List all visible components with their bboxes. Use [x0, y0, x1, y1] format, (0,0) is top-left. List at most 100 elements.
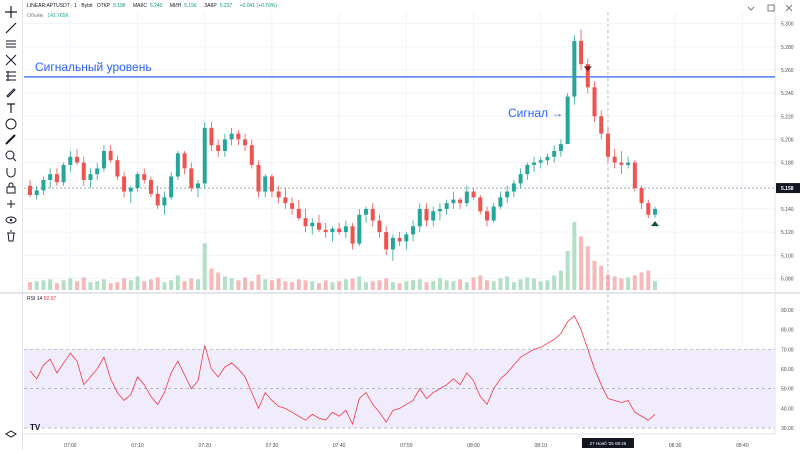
volume-bar — [81, 277, 86, 290]
volume-bar — [417, 279, 422, 290]
rsi-tick-label: 60.00 — [781, 367, 794, 373]
candle-body — [491, 206, 496, 221]
candle-body — [135, 174, 140, 189]
candle-body — [216, 145, 221, 151]
candle-body — [48, 174, 53, 180]
trend-line-icon[interactable] — [3, 20, 19, 36]
candle-body — [343, 226, 348, 233]
time-tick-label: 07:30 — [266, 443, 279, 449]
sell-marker — [583, 66, 592, 72]
rsi-tick-label: 40.00 — [781, 406, 794, 412]
candle-body — [209, 127, 214, 146]
volume-bar — [437, 278, 442, 290]
volume-bar — [269, 280, 274, 290]
lock-icon[interactable] — [3, 180, 19, 196]
candle-body — [303, 218, 308, 227]
price-tick-label: 5.100 — [781, 253, 794, 259]
volume-bar — [296, 279, 301, 290]
candle-body — [525, 164, 530, 175]
volume-bar — [478, 275, 483, 290]
volume-bar — [75, 281, 80, 290]
volume-bar — [525, 277, 530, 290]
volume-bar — [236, 280, 241, 290]
maximize-icon[interactable] — [766, 3, 776, 13]
ruler-icon[interactable] — [3, 132, 19, 148]
drawing-toolbar — [0, 0, 23, 450]
candle-body — [451, 199, 456, 204]
candle-body — [478, 197, 483, 212]
rsi-legend: RSI 14 82.97 — [27, 296, 56, 302]
volume-bar — [148, 279, 153, 290]
time-tick-label: 08:30 — [669, 443, 682, 449]
horizontal-lines-icon[interactable] — [3, 36, 19, 52]
candle-body — [464, 191, 469, 204]
candle-body — [498, 197, 503, 207]
candle-body — [565, 96, 570, 145]
volume-bar — [142, 281, 147, 290]
volume-bar — [182, 281, 187, 290]
volume-bar — [498, 278, 503, 290]
time-tick-label: 08:00 — [467, 443, 480, 449]
candle-body — [175, 153, 180, 177]
volume-bar — [155, 277, 160, 290]
volume-bar — [249, 281, 254, 290]
rsi-tick-label: 80.00 — [781, 328, 794, 334]
eye-icon[interactable] — [3, 212, 19, 228]
layers-icon[interactable] — [3, 428, 19, 444]
magnet-icon[interactable] — [3, 164, 19, 180]
volume-bar — [377, 280, 382, 290]
volume-bar — [592, 260, 597, 290]
zoom-icon[interactable] — [3, 148, 19, 164]
candle-body — [350, 226, 355, 244]
current-price-tag — [776, 183, 800, 194]
volume-bar — [390, 282, 395, 290]
volume-bar — [243, 277, 248, 290]
candle-body — [75, 156, 80, 163]
lock-drawings-icon[interactable] — [3, 196, 19, 212]
volume-bar — [283, 281, 288, 290]
candle-body — [155, 193, 160, 206]
volume-bar — [48, 279, 53, 290]
volume-bar — [54, 283, 59, 290]
pitchfork-icon[interactable] — [3, 52, 19, 68]
brush-icon[interactable] — [3, 84, 19, 100]
close-value: 5.237 — [219, 3, 233, 9]
symbol-legend: LINEAR:APTUSDT · 1 · Bybit ОТКР 5.196 МАК… — [27, 3, 280, 9]
candle-body — [330, 228, 335, 233]
volume-bar — [552, 275, 557, 290]
volume-bar — [290, 282, 295, 290]
candle-body — [182, 153, 187, 169]
text-icon[interactable] — [3, 100, 19, 116]
crosshair-icon[interactable] — [3, 4, 19, 20]
candle-body — [444, 203, 449, 209]
rsi-tick-label: 30.00 — [781, 426, 794, 432]
collapse-icon[interactable] — [746, 3, 756, 13]
close-icon[interactable] — [784, 3, 794, 13]
candle-body — [552, 151, 557, 157]
volume-bar — [256, 274, 261, 290]
emoji-icon[interactable] — [3, 116, 19, 132]
volume-bar — [632, 275, 637, 290]
candle-body — [505, 191, 510, 198]
symbol-name: LINEAR:APTUSDT · 1 · Bybit — [27, 3, 93, 9]
trash-icon[interactable] — [3, 228, 19, 244]
low-label: МИН — [169, 3, 182, 9]
volume-bar — [276, 278, 281, 290]
candle-body — [585, 64, 590, 88]
volume-bar — [471, 277, 476, 290]
fib-icon[interactable] — [3, 68, 19, 84]
volume-bar — [323, 280, 328, 290]
candle-body — [108, 151, 113, 161]
price-tick-label: 5.200 — [781, 137, 794, 143]
volume-bar — [619, 278, 624, 290]
time-tick-label: 08:10 — [534, 443, 547, 449]
high-label: МАКС — [132, 3, 147, 9]
candle-body — [431, 211, 436, 221]
candle-body — [263, 176, 268, 192]
volume-bar — [653, 281, 657, 290]
volume-bar — [343, 279, 348, 290]
change-value: +0.041 (+0.79%) — [239, 3, 277, 9]
time-tick-label: 07:00 — [64, 443, 77, 449]
volume-bar — [350, 278, 355, 290]
